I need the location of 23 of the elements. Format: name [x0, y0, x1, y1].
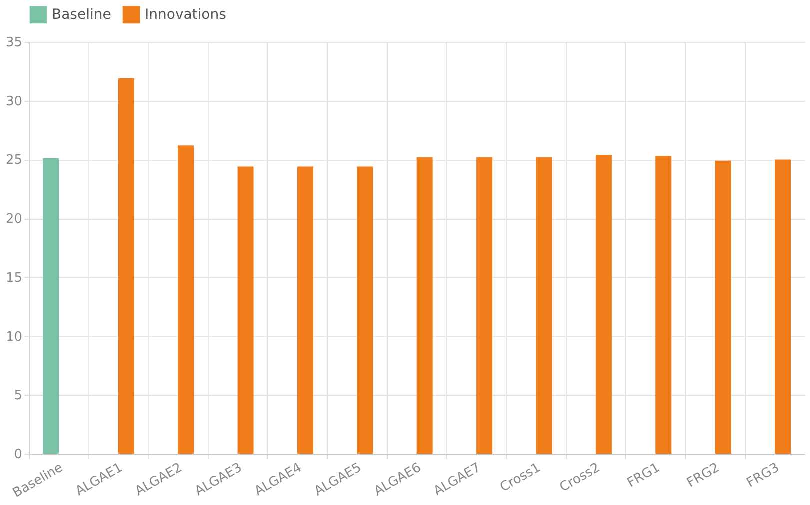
y-tick-label: 20 [6, 212, 22, 228]
y-tick-label: 25 [6, 153, 22, 168]
bar [596, 155, 612, 454]
bar [297, 166, 314, 454]
y-tick-label: 10 [6, 330, 22, 345]
bar [178, 146, 194, 454]
bar [715, 160, 732, 454]
bar [536, 157, 552, 454]
bar [476, 157, 493, 454]
y-tick-label: 35 [6, 36, 22, 50]
bar [416, 157, 433, 454]
legend-label: Baseline [52, 6, 112, 23]
y-tick-label: 15 [6, 270, 22, 286]
bar [118, 78, 134, 454]
y-tick-label: 5 [14, 388, 22, 404]
y-tick-label: 0 [14, 448, 22, 462]
legend-label: Innovations [145, 6, 226, 23]
bar [656, 156, 672, 454]
y-tick-label: 30 [6, 94, 22, 110]
bar [775, 160, 792, 454]
bar [238, 166, 254, 454]
bar [42, 158, 59, 454]
bar [357, 166, 374, 454]
